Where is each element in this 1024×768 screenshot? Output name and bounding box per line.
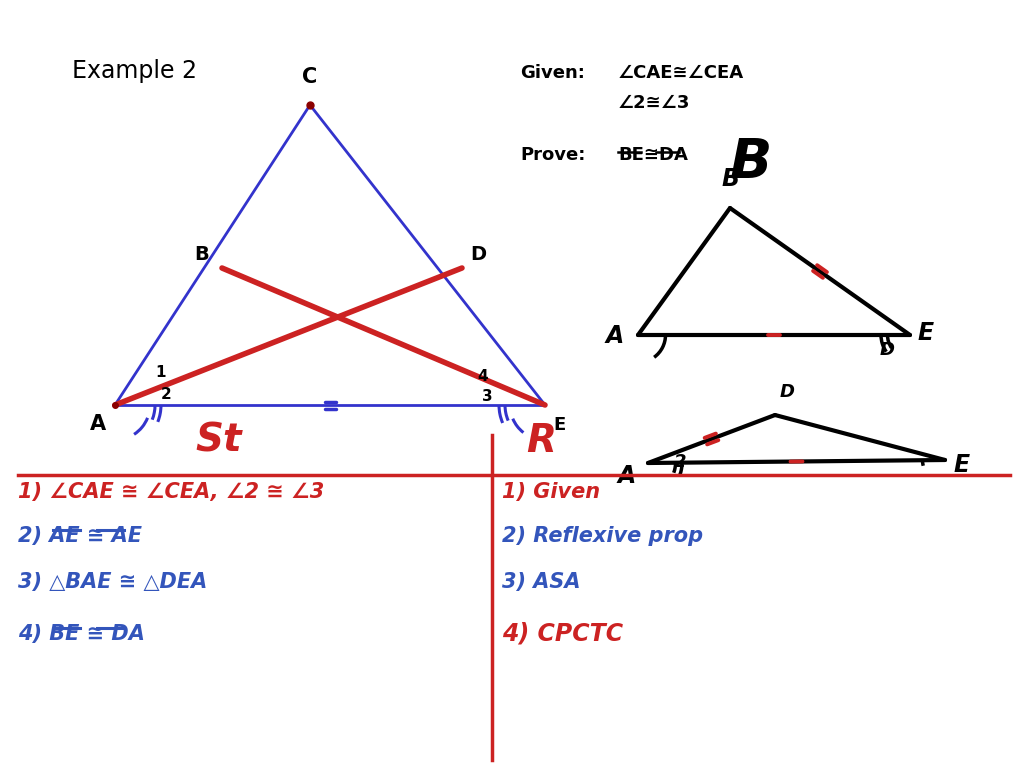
- Text: 2: 2: [674, 453, 686, 471]
- Text: B: B: [722, 167, 740, 191]
- Text: 3: 3: [482, 389, 493, 404]
- Text: 3) △BAE ≅ △DEA: 3) △BAE ≅ △DEA: [18, 572, 207, 592]
- Text: D: D: [470, 245, 486, 264]
- Text: 1) Given: 1) Given: [502, 482, 600, 502]
- Text: D: D: [780, 383, 795, 401]
- Text: B: B: [730, 136, 772, 190]
- Text: 3) ASA: 3) ASA: [502, 572, 581, 592]
- Text: A: A: [618, 464, 636, 488]
- Text: 2) Reflexive prop: 2) Reflexive prop: [502, 526, 703, 546]
- Text: Prove:: Prove:: [520, 146, 586, 164]
- Text: 2: 2: [161, 387, 172, 402]
- Text: C: C: [302, 67, 317, 87]
- Text: 4) BE ≅ DA: 4) BE ≅ DA: [18, 624, 144, 644]
- Text: 4) CPCTC: 4) CPCTC: [502, 621, 624, 645]
- Text: A: A: [606, 324, 625, 348]
- Text: Example 2: Example 2: [72, 59, 197, 83]
- Text: E: E: [918, 321, 934, 345]
- Text: BE≅DA: BE≅DA: [618, 146, 688, 164]
- Text: Given:: Given:: [520, 64, 585, 82]
- Text: E: E: [553, 416, 565, 434]
- Text: B: B: [194, 245, 209, 264]
- Text: ∠CAE≅∠CEA: ∠CAE≅∠CEA: [618, 64, 744, 82]
- Text: 1: 1: [155, 365, 166, 380]
- Text: D: D: [880, 341, 895, 359]
- Text: R: R: [526, 422, 556, 460]
- Text: 2) AE ≅ AE: 2) AE ≅ AE: [18, 526, 142, 546]
- Text: 1) ∠CAE ≅ ∠CEA, ∠2 ≅ ∠3: 1) ∠CAE ≅ ∠CEA, ∠2 ≅ ∠3: [18, 482, 325, 502]
- Text: 4: 4: [477, 369, 487, 384]
- Text: A: A: [90, 414, 106, 434]
- Text: E: E: [953, 453, 969, 477]
- Text: St: St: [195, 422, 242, 460]
- Text: ∠2≅∠3: ∠2≅∠3: [618, 94, 690, 112]
